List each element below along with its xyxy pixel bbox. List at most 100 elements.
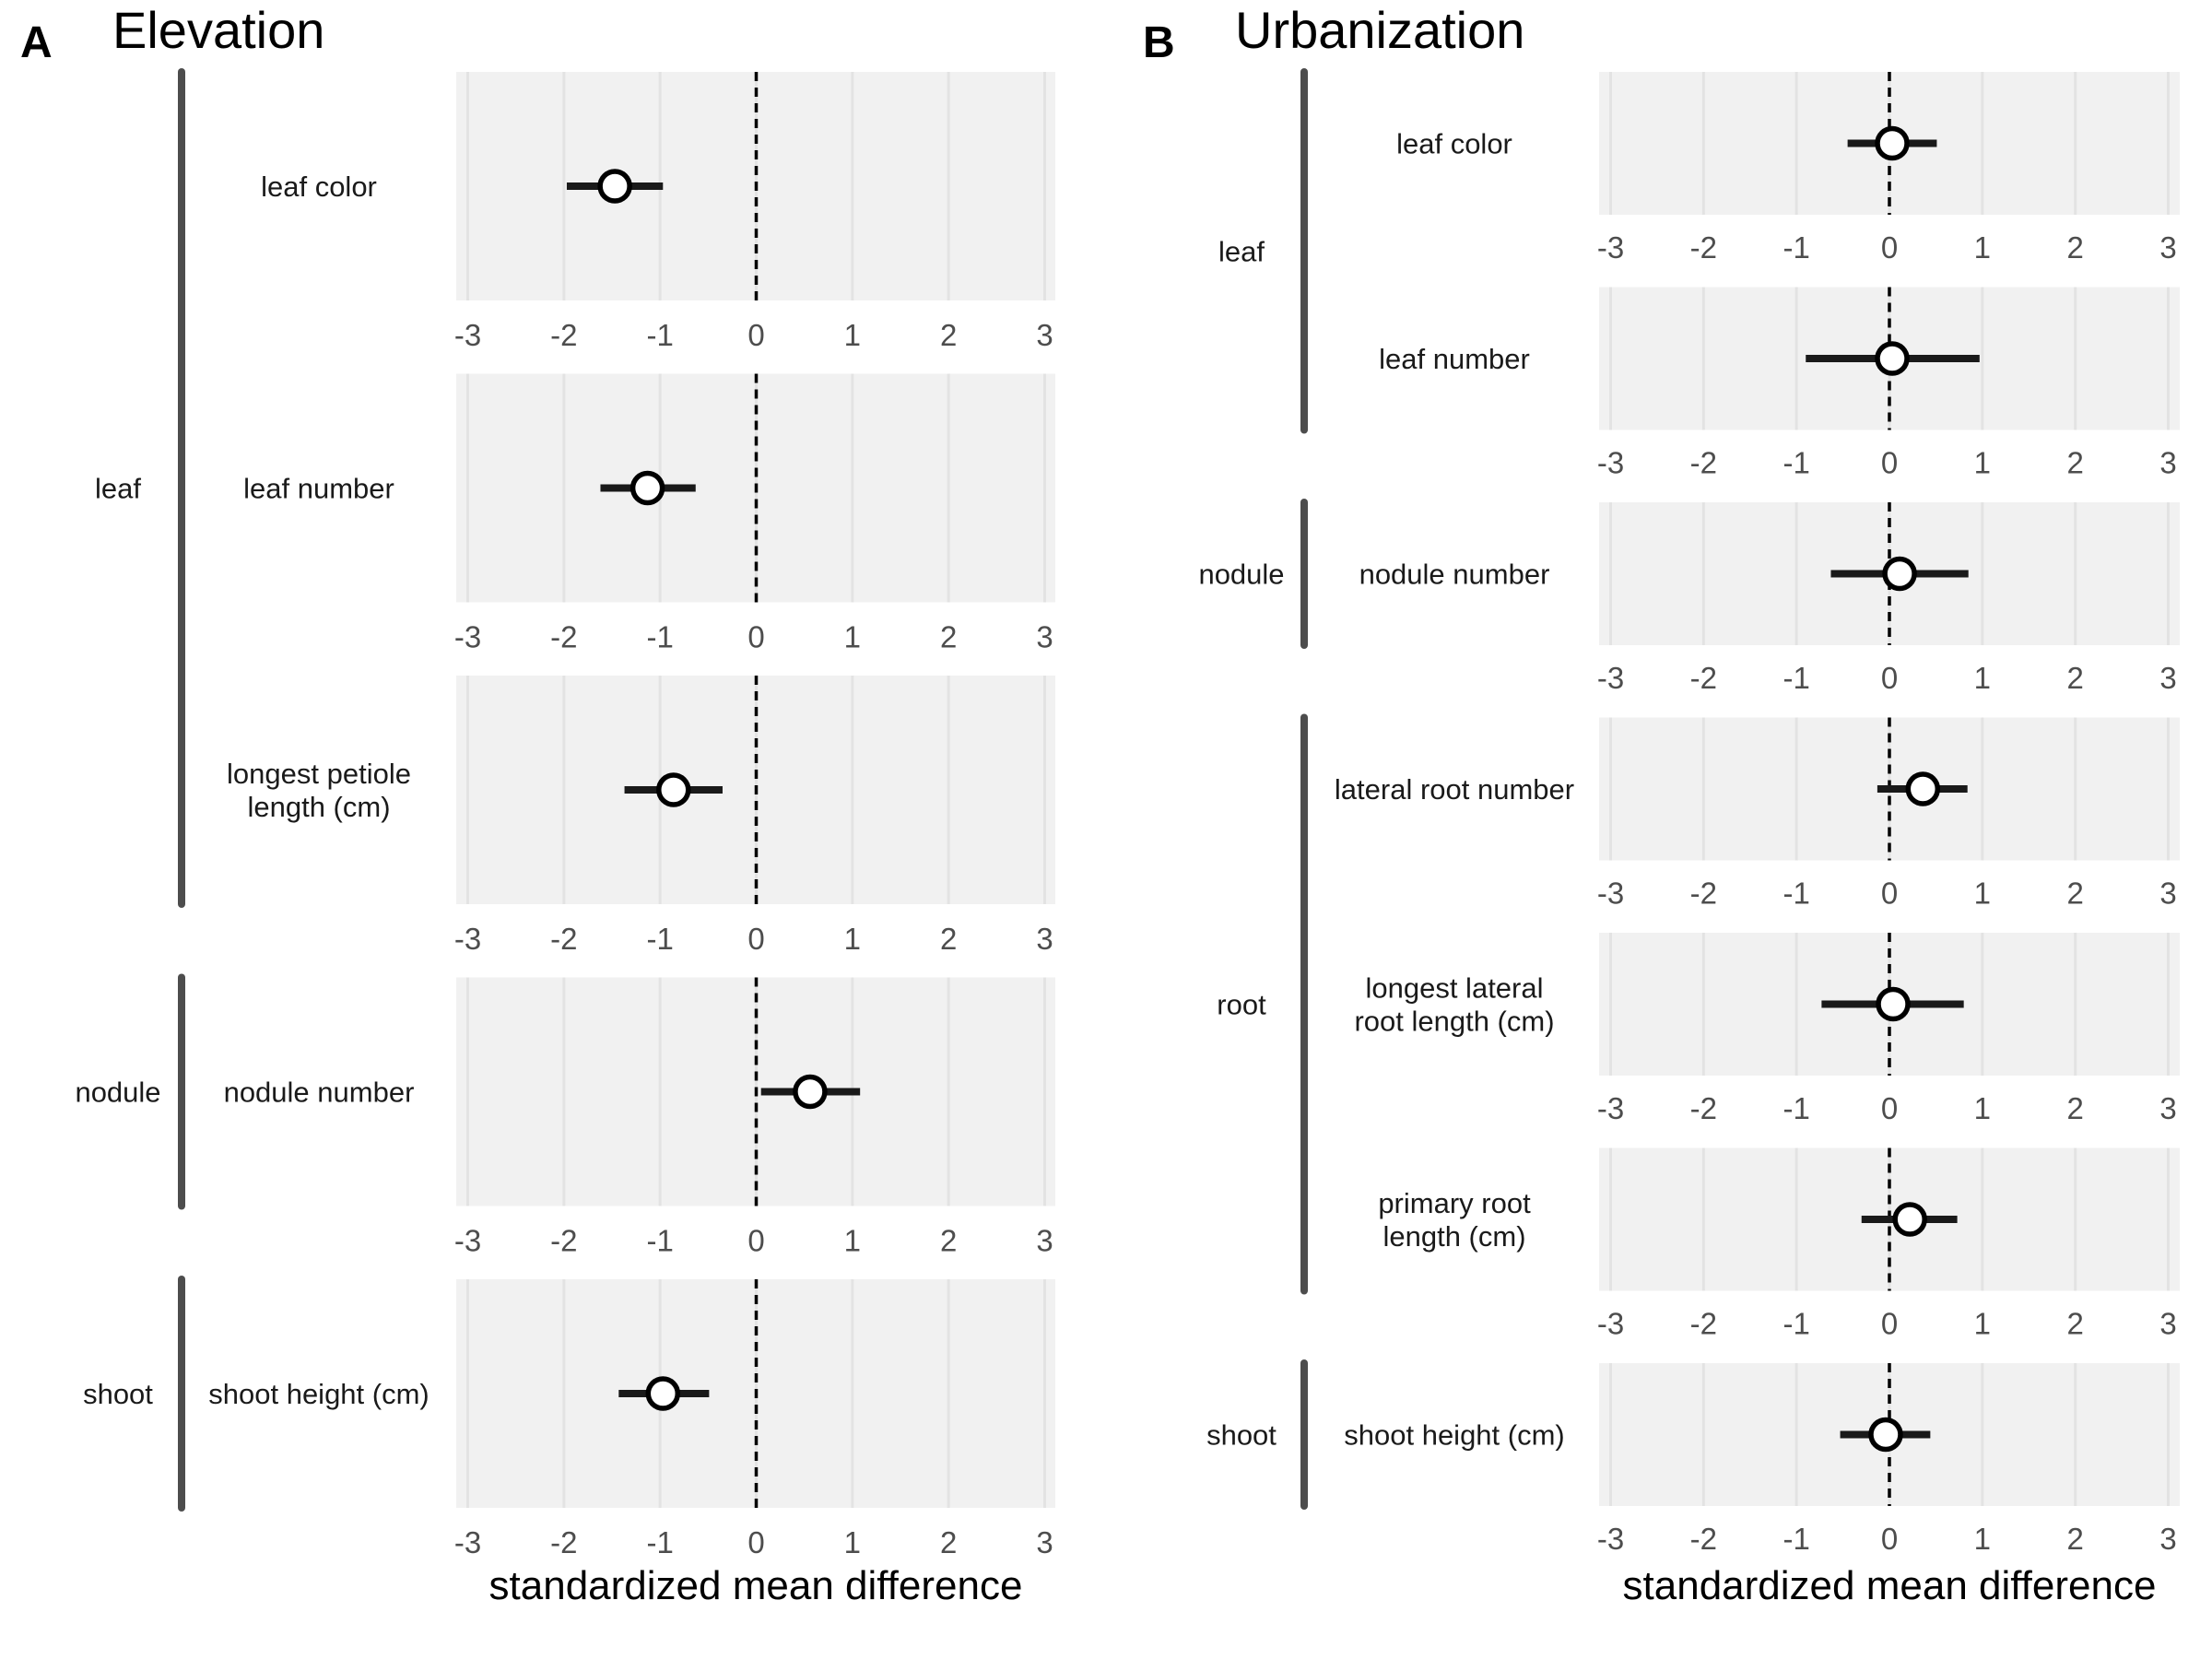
x-tick-label: 0: [1881, 230, 1898, 265]
trait-label-line: leaf color: [261, 171, 377, 203]
x-tick-label: 1: [1974, 446, 1991, 480]
x-tick-label: 2: [940, 1525, 957, 1559]
x-tick-label: 1: [1974, 1522, 1991, 1556]
x-tick-label: -3: [1597, 661, 1624, 695]
estimate-point: [656, 772, 691, 807]
x-tick-label: -1: [1783, 446, 1809, 480]
x-tick-label: -2: [1690, 1307, 1717, 1341]
group-label: nodule: [1198, 559, 1284, 591]
x-tick-label: 3: [1036, 1525, 1053, 1559]
x-tick-label: 2: [2066, 1307, 2083, 1341]
x-tick-label: -2: [550, 1525, 577, 1559]
trait-label-line: leaf number: [243, 473, 394, 505]
x-tick-label: -2: [550, 1224, 577, 1258]
x-tick-label: -1: [646, 1224, 673, 1258]
x-tick-label: 0: [747, 1525, 764, 1559]
group-label: leaf: [1218, 235, 1265, 267]
x-tick-label: 2: [2066, 877, 2083, 911]
trait-label: nodule number: [224, 1077, 415, 1109]
x-tick-label: -3: [1597, 877, 1624, 911]
x-tick-label: 1: [844, 318, 861, 352]
x-tick-label: -2: [550, 620, 577, 654]
x-tick-label: -1: [646, 318, 673, 352]
trait-label-line: length (cm): [247, 791, 390, 823]
trait-label: primary root length (cm): [1378, 1187, 1531, 1253]
x-tick-label: -3: [1597, 446, 1624, 480]
x-tick-label: 3: [1036, 1224, 1053, 1258]
x-tick-label: -2: [1690, 661, 1717, 695]
x-tick-label: -2: [1690, 446, 1717, 480]
panel-b: B Urbanization -3 -2 -1 0 1 2 3 leaf color -3 -2 -1 0…: [1143, 1, 2180, 1608]
panel-letter: A: [20, 18, 53, 67]
trait-label: longest lateral root length (cm): [1354, 972, 1554, 1038]
estimate-point: [1892, 1202, 1927, 1237]
x-tick-label: 2: [940, 1224, 957, 1258]
estimate-point: [629, 470, 665, 506]
x-tick-label: 2: [2066, 446, 2083, 480]
x-tick-label: 2: [940, 922, 957, 956]
trait-label: leaf number: [243, 473, 394, 505]
x-tick-label: 0: [1881, 661, 1898, 695]
x-tick-label: 1: [1974, 661, 1991, 695]
x-tick-label: 0: [747, 1224, 764, 1258]
x-tick-label: 3: [2159, 1091, 2176, 1125]
x-tick-label: -3: [454, 1224, 481, 1258]
x-tick-label: -1: [1783, 1307, 1809, 1341]
x-tick-label: -1: [646, 620, 673, 654]
panel-a: A Elevation -3 -2 -1 0 1 2 3 leaf color -3 -2 -1 0 1 2 3…: [20, 1, 1055, 1608]
x-tick-label: 2: [2066, 230, 2083, 265]
x-tick-label: 1: [844, 620, 861, 654]
x-tick-label: 1: [1974, 1091, 1991, 1125]
x-tick-label: 1: [844, 1224, 861, 1258]
x-tick-label: 0: [1881, 1522, 1898, 1556]
trait-label: nodule number: [1359, 559, 1550, 591]
group-label: nodule: [75, 1077, 160, 1109]
panel-title: Elevation: [112, 1, 324, 59]
trait-label-line: lateral root number: [1335, 773, 1574, 806]
panel-title: Urbanization: [1235, 1, 1524, 59]
panel-letter: B: [1143, 18, 1175, 67]
x-tick-label: -2: [1690, 230, 1717, 265]
x-tick-label: -1: [1783, 661, 1809, 695]
trait-label-line: nodule number: [1359, 559, 1550, 591]
x-tick-label: -2: [1690, 1522, 1717, 1556]
x-tick-label: -2: [1690, 1091, 1717, 1125]
x-tick-label: -3: [454, 922, 481, 956]
x-tick-label: 3: [1036, 318, 1053, 352]
x-tick-label: 3: [2159, 877, 2176, 911]
estimate-point: [1905, 771, 1941, 806]
trait-label-line: longest lateral: [1365, 972, 1543, 1005]
estimate-point: [1875, 125, 1910, 161]
x-tick-label: 0: [747, 922, 764, 956]
x-tick-label: 1: [1974, 230, 1991, 265]
group-label: leaf: [95, 473, 141, 505]
estimate-point: [1868, 1417, 1903, 1453]
estimate-point: [793, 1074, 828, 1110]
x-tick-label: 1: [1974, 1307, 1991, 1341]
trait-label: longest petiole length (cm): [227, 758, 411, 823]
x-tick-label: 1: [1974, 877, 1991, 911]
x-tick-label: 3: [1036, 620, 1053, 654]
x-tick-label: 0: [1881, 446, 1898, 480]
x-tick-label: -3: [454, 1525, 481, 1559]
trait-label: shoot height (cm): [1344, 1419, 1565, 1452]
x-tick-label: 0: [1881, 1307, 1898, 1341]
x-tick-label: -3: [454, 318, 481, 352]
trait-label: shoot height (cm): [208, 1378, 429, 1410]
trait-label-line: root length (cm): [1354, 1006, 1554, 1038]
trait-label-line: nodule number: [224, 1077, 415, 1109]
x-tick-label: 2: [2066, 1091, 2083, 1125]
x-tick-label: -1: [1783, 230, 1809, 265]
trait-label: lateral root number: [1335, 773, 1574, 806]
x-tick-label: 0: [747, 620, 764, 654]
x-tick-label: 2: [2066, 1522, 2083, 1556]
trait-label: leaf number: [1379, 343, 1530, 375]
x-tick-label: 2: [940, 318, 957, 352]
x-tick-label: -1: [646, 1525, 673, 1559]
trait-label-line: leaf color: [1396, 128, 1512, 160]
x-axis-title: standardized mean difference: [1623, 1563, 2157, 1608]
x-tick-label: 2: [940, 620, 957, 654]
trait-label-line: longest petiole: [227, 758, 411, 790]
group-label: shoot: [83, 1378, 153, 1410]
